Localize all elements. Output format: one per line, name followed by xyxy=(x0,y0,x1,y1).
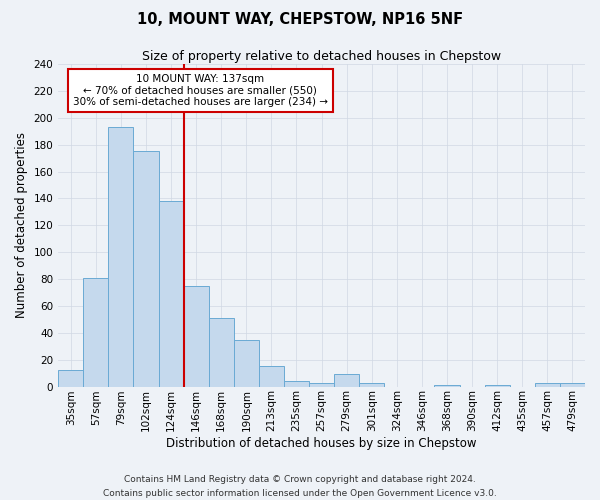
Bar xyxy=(535,382,560,386)
Bar xyxy=(485,385,510,386)
Bar xyxy=(234,340,259,386)
X-axis label: Distribution of detached houses by size in Chepstow: Distribution of detached houses by size … xyxy=(166,437,477,450)
Bar xyxy=(184,286,209,386)
Bar xyxy=(158,201,184,386)
Bar xyxy=(83,278,109,386)
Bar xyxy=(359,382,385,386)
Text: 10 MOUNT WAY: 137sqm
← 70% of detached houses are smaller (550)
30% of semi-deta: 10 MOUNT WAY: 137sqm ← 70% of detached h… xyxy=(73,74,328,107)
Bar xyxy=(259,366,284,386)
Bar xyxy=(109,128,133,386)
Text: Contains HM Land Registry data © Crown copyright and database right 2024.
Contai: Contains HM Land Registry data © Crown c… xyxy=(103,476,497,498)
Bar xyxy=(434,385,460,386)
Bar xyxy=(284,381,309,386)
Text: 10, MOUNT WAY, CHEPSTOW, NP16 5NF: 10, MOUNT WAY, CHEPSTOW, NP16 5NF xyxy=(137,12,463,28)
Title: Size of property relative to detached houses in Chepstow: Size of property relative to detached ho… xyxy=(142,50,501,63)
Bar xyxy=(209,318,234,386)
Y-axis label: Number of detached properties: Number of detached properties xyxy=(15,132,28,318)
Bar xyxy=(309,382,334,386)
Bar xyxy=(58,370,83,386)
Bar xyxy=(560,382,585,386)
Bar xyxy=(133,152,158,386)
Bar xyxy=(334,374,359,386)
